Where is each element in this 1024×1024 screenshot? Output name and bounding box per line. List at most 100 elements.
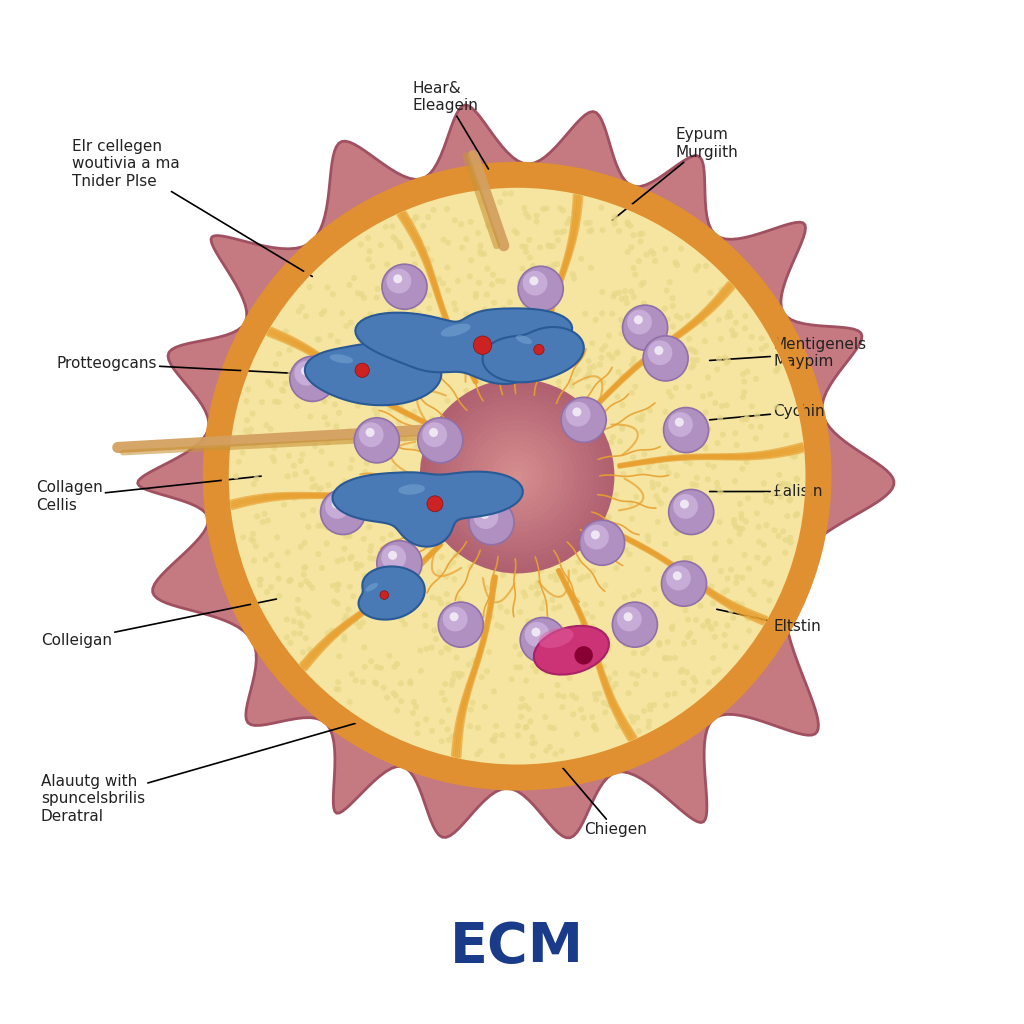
Circle shape [384,694,390,700]
Circle shape [518,327,524,333]
Circle shape [338,513,344,519]
Circle shape [529,734,536,740]
Circle shape [531,628,541,637]
Circle shape [391,429,397,435]
Circle shape [443,573,450,580]
Circle shape [513,643,519,649]
Circle shape [517,400,523,407]
Circle shape [524,417,530,423]
Circle shape [537,531,543,538]
Circle shape [767,582,773,588]
Text: Elr cellegen
woutivia a ma
Tnider Plse: Elr cellegen woutivia a ma Tnider Plse [72,139,312,276]
Circle shape [456,671,462,677]
Circle shape [534,591,540,597]
Circle shape [647,408,653,414]
Circle shape [467,273,473,280]
Circle shape [354,509,360,515]
Circle shape [605,679,611,685]
Circle shape [685,594,691,600]
Circle shape [354,418,399,463]
Circle shape [542,525,548,531]
Circle shape [638,335,644,341]
Circle shape [554,523,560,529]
Circle shape [608,546,614,552]
Circle shape [272,361,279,368]
Circle shape [475,430,481,436]
Circle shape [439,281,445,287]
Circle shape [632,384,638,390]
Circle shape [605,702,611,709]
Circle shape [414,214,420,220]
Circle shape [563,485,569,492]
Circle shape [695,263,701,269]
Circle shape [367,248,373,254]
Circle shape [586,384,592,390]
Circle shape [316,391,323,397]
Circle shape [349,436,355,442]
Circle shape [396,481,402,487]
Circle shape [368,658,374,665]
Circle shape [437,328,443,334]
Circle shape [738,515,744,521]
Circle shape [352,677,358,683]
Circle shape [476,651,482,657]
Circle shape [701,322,708,328]
Circle shape [741,379,748,385]
Circle shape [523,210,529,216]
Circle shape [502,309,508,315]
Circle shape [593,525,599,531]
Circle shape [744,496,751,502]
Circle shape [669,489,714,535]
Circle shape [248,537,254,543]
Circle shape [678,602,684,608]
Circle shape [507,486,513,493]
Circle shape [523,450,529,456]
Circle shape [341,616,347,623]
Circle shape [504,608,510,614]
Circle shape [466,425,568,527]
Circle shape [268,552,274,558]
Circle shape [439,615,445,622]
Circle shape [295,597,301,603]
Circle shape [598,205,604,211]
Circle shape [474,466,480,472]
Circle shape [606,333,612,339]
Circle shape [585,410,591,416]
Circle shape [444,397,451,403]
Circle shape [301,367,310,376]
Circle shape [644,646,650,652]
Circle shape [624,300,630,306]
Circle shape [411,218,417,224]
Circle shape [667,452,673,458]
Circle shape [322,415,328,421]
Circle shape [370,352,376,358]
Circle shape [605,455,611,461]
Circle shape [291,341,297,347]
Circle shape [465,682,471,688]
Circle shape [694,357,700,364]
Circle shape [322,398,328,404]
Circle shape [620,324,626,330]
Circle shape [386,288,392,294]
Circle shape [306,582,312,588]
Circle shape [720,431,726,437]
Circle shape [494,474,500,480]
Circle shape [577,666,583,672]
Circle shape [489,736,496,742]
Circle shape [608,701,614,708]
Circle shape [609,310,615,316]
Circle shape [297,620,303,626]
Circle shape [393,378,399,384]
Circle shape [484,265,490,271]
Circle shape [608,439,614,445]
Circle shape [727,453,733,459]
Circle shape [541,390,547,396]
Circle shape [487,403,494,410]
Circle shape [473,291,479,297]
Circle shape [452,671,458,677]
Circle shape [481,306,487,312]
Circle shape [349,671,355,677]
Circle shape [551,605,557,611]
Circle shape [631,358,637,365]
Circle shape [541,563,547,569]
